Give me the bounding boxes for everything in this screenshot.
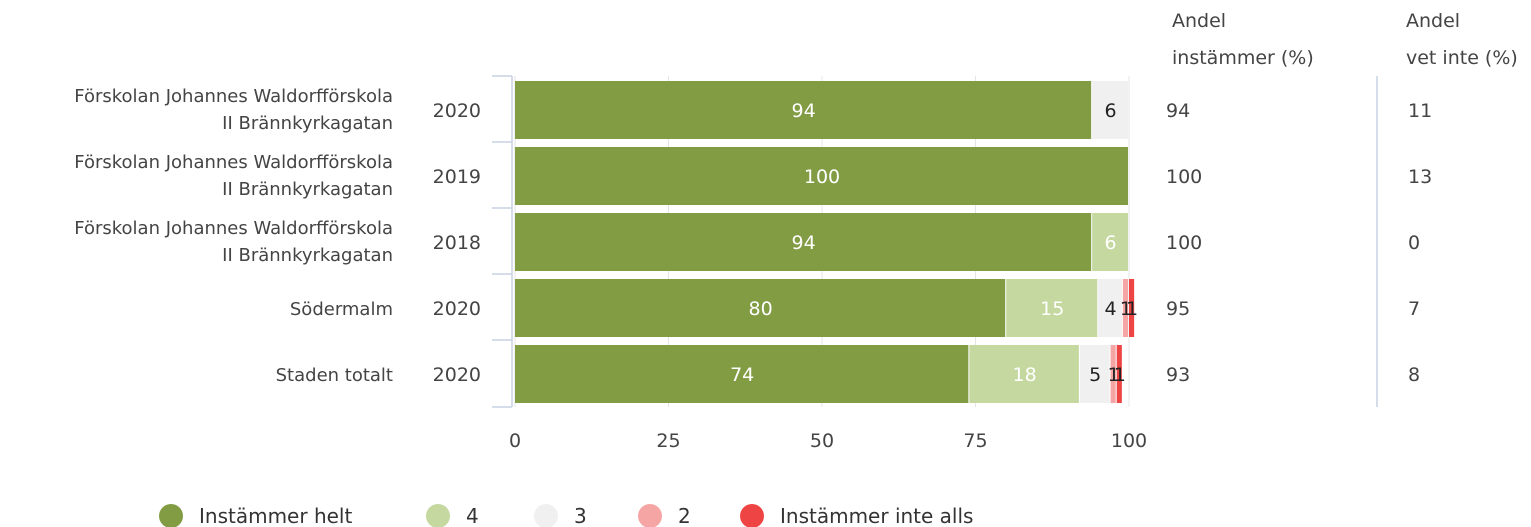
andel-instammer-value: 100 — [1166, 232, 1202, 254]
column-headers: Andel instämmer (%) Andel vet inte (%) — [1172, 10, 1518, 69]
andel-instammer-value: 93 — [1166, 364, 1190, 386]
legend-label: 3 — [574, 504, 587, 527]
bar-value-label: 4 — [1105, 298, 1117, 320]
bar-value-label: 94 — [791, 100, 815, 122]
category-label-line2: II Brännkyrkagatan — [222, 113, 393, 134]
bar-value-label: 6 — [1105, 232, 1117, 254]
legend-marker — [638, 504, 662, 527]
bar-segment — [1129, 279, 1135, 337]
x-tick-label: 100 — [1111, 430, 1147, 452]
bar-value-label: 1 — [1120, 298, 1132, 320]
bar-segment — [515, 345, 969, 403]
bar-segment — [1116, 345, 1122, 403]
header-andel-vet-inte-line1: Andel — [1406, 10, 1460, 32]
legend-label: Instämmer inte alls — [780, 504, 973, 527]
bar-value-label: 80 — [749, 298, 773, 320]
andel-instammer-value: 100 — [1166, 166, 1202, 188]
andel-vet-inte-value: 11 — [1408, 100, 1432, 122]
andel-vet-inte-value: 8 — [1408, 364, 1420, 386]
bar-segment — [515, 147, 1128, 205]
andel-vet-inte-value: 7 — [1408, 298, 1420, 320]
bar-value-label: 1 — [1114, 364, 1126, 386]
year-label: 2020 — [433, 298, 481, 320]
bar-segment — [515, 279, 1006, 337]
legend-marker — [534, 504, 558, 527]
header-andel-vet-inte-line2: vet inte (%) — [1406, 47, 1518, 69]
bar-value-label: 5 — [1089, 364, 1101, 386]
category-label: Staden totalt — [276, 365, 393, 386]
bar-segment — [515, 213, 1092, 271]
bar-value-label: 1 — [1126, 298, 1138, 320]
bar-value-label: 18 — [1013, 364, 1037, 386]
bar-segment — [1079, 345, 1110, 403]
bar-segment — [1098, 279, 1122, 337]
category-label: Förskolan Johannes Waldorfförskola — [74, 86, 393, 107]
category-label: Förskolan Johannes Waldorfförskola — [74, 218, 393, 239]
bar-segment — [969, 345, 1079, 403]
legend-marker — [159, 504, 183, 527]
bar-value-label: 6 — [1105, 100, 1117, 122]
category-labels: Förskolan Johannes Waldorfförskola II Brä… — [74, 86, 1432, 386]
legend-label: Instämmer helt — [199, 504, 352, 527]
bar-value-label: 94 — [791, 232, 815, 254]
bar-segment — [1092, 81, 1128, 139]
category-label: Förskolan Johannes Waldorfförskola — [74, 152, 393, 173]
x-tick-label: 25 — [656, 430, 680, 452]
x-axis-ticks: 0 25 50 75 100 — [509, 430, 1147, 452]
header-andel-instammer-line1: Andel — [1172, 10, 1226, 32]
bar-value-label: 15 — [1040, 298, 1064, 320]
category-label: Södermalm — [290, 299, 393, 320]
bar-segment — [1122, 279, 1128, 337]
x-tick-label: 0 — [509, 430, 521, 452]
legend-label: 4 — [466, 504, 479, 527]
andel-vet-inte-value: 13 — [1408, 166, 1432, 188]
year-label: 2018 — [433, 232, 481, 254]
year-label: 2019 — [433, 166, 481, 188]
andel-instammer-value: 95 — [1166, 298, 1190, 320]
bar-segment — [1092, 213, 1128, 271]
x-tick-label: 75 — [963, 430, 987, 452]
bar-value-label: 100 — [804, 166, 840, 188]
x-tick-label: 50 — [810, 430, 834, 452]
category-label-line2: II Brännkyrkagatan — [222, 179, 393, 200]
andel-instammer-value: 94 — [1166, 100, 1190, 122]
bar-value-label: 74 — [730, 364, 754, 386]
andel-vet-inte-value: 0 — [1408, 232, 1420, 254]
header-andel-instammer-line2: instämmer (%) — [1172, 47, 1314, 69]
legend-label: 2 — [678, 504, 691, 527]
year-label: 2020 — [433, 100, 481, 122]
bar-value-label: 1 — [1108, 364, 1120, 386]
category-label-line2: II Brännkyrkagatan — [222, 245, 393, 266]
bar-segment — [515, 81, 1092, 139]
bar-segment — [1110, 345, 1116, 403]
bar-segment — [1006, 279, 1098, 337]
year-label: 2020 — [433, 364, 481, 386]
legend-marker — [740, 504, 764, 527]
legend-marker — [426, 504, 450, 527]
legend: Instämmer helt 4 3 2 Instämmer inte alls — [159, 504, 973, 527]
